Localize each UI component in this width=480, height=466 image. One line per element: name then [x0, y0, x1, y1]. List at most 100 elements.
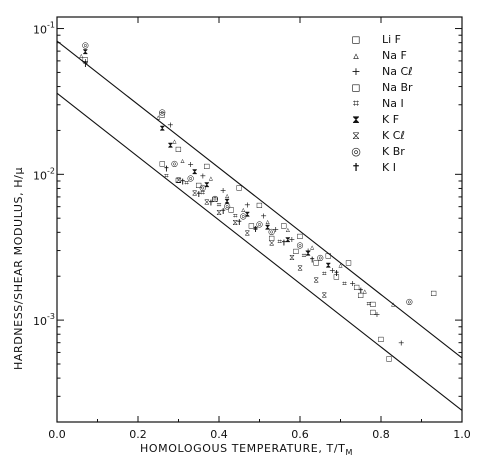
- data-point: ⧗: [285, 235, 291, 244]
- data-point: ◎: [297, 241, 304, 250]
- tick-labels: 0.0 0.2 0.4 0.6 0.8 1.0 10-1 10-2 10-3: [33, 21, 471, 441]
- data-point: ⧗: [245, 209, 251, 218]
- data-point: ▵: [225, 191, 229, 200]
- data-points: ◻◻◻◻◻◻◻◻◻◻◻◻◻◻◻▵▵▵▵▵▵▵▵▵▵▵▵▵++++++++++++…: [79, 40, 437, 363]
- data-point: ◎: [82, 40, 89, 49]
- x-tick-label: 0.4: [210, 428, 228, 441]
- data-point: ⌗: [201, 189, 206, 198]
- data-point: +: [167, 120, 174, 129]
- data-point: ⧖: [289, 253, 295, 262]
- data-point: ⧗: [224, 197, 230, 206]
- x-tick-label: 0.8: [372, 428, 390, 441]
- data-point: ✝: [179, 178, 186, 187]
- band-line-1: [56, 40, 463, 359]
- data-point: ✝: [333, 269, 340, 278]
- data-point: ◻: [204, 161, 211, 170]
- data-point: ⌗: [302, 251, 307, 260]
- data-point: +: [398, 339, 405, 348]
- data-point: ◻: [345, 258, 352, 267]
- data-point: ⧗: [192, 167, 198, 176]
- legend-symbol: ◻: [351, 33, 360, 46]
- legend-label: Na I: [382, 97, 404, 110]
- data-point: ▵: [241, 205, 245, 214]
- data-point: ◻: [280, 221, 287, 230]
- data-point: ✝: [82, 60, 89, 69]
- data-point: +: [374, 310, 381, 319]
- legend-label: Na F: [382, 49, 407, 62]
- data-point: ◎: [224, 202, 231, 211]
- data-point: ⌗: [233, 212, 238, 221]
- data-point: ✝: [357, 286, 364, 295]
- data-point: ▵: [181, 156, 185, 165]
- data-point: ◎: [240, 212, 247, 221]
- legend-label: K I: [382, 161, 396, 174]
- y-tick-label: 10-3: [33, 312, 55, 328]
- data-point: ◻: [256, 201, 263, 210]
- legend-symbol: ◎: [351, 145, 361, 158]
- data-point: ◻: [268, 233, 275, 242]
- data-point: ◻: [248, 221, 255, 230]
- data-point: +: [329, 266, 336, 275]
- data-point: ◻: [228, 205, 235, 214]
- data-point: ⧖: [321, 290, 327, 299]
- data-point: ◻: [159, 110, 166, 119]
- data-point: ⧖: [192, 189, 198, 198]
- data-point: ▵: [172, 137, 176, 146]
- data-point: ▵: [79, 51, 83, 60]
- legend-label: K F: [382, 113, 399, 126]
- data-point: ◻: [325, 251, 332, 260]
- x-tick-label: 0.2: [129, 428, 147, 441]
- data-point: ◻: [430, 288, 437, 297]
- data-point: ◻: [357, 290, 364, 299]
- data-point: +: [305, 247, 312, 256]
- data-point: ⧗: [83, 47, 89, 56]
- data-point: +: [199, 172, 206, 181]
- data-point: ⧖: [313, 275, 319, 284]
- data-point: ▵: [310, 242, 314, 251]
- data-point: ⧖: [245, 228, 251, 237]
- data-point: +: [187, 160, 194, 169]
- data-point: ⌗: [184, 178, 189, 187]
- data-point: ⌗: [367, 299, 372, 308]
- x-tick-label: 0.0: [48, 428, 66, 441]
- data-point: ◻: [297, 232, 304, 241]
- legend-label: K Br: [382, 145, 405, 158]
- data-point: ⧖: [176, 176, 182, 185]
- data-point: ✝: [195, 190, 202, 199]
- data-point: ⧗: [265, 222, 271, 231]
- data-point: ▵: [363, 286, 367, 295]
- y-tick-label: 10-2: [33, 166, 55, 182]
- data-point: ✝: [208, 199, 215, 208]
- data-point: ⧖: [297, 263, 303, 272]
- data-point: ◻: [175, 176, 182, 185]
- band-lines: [56, 40, 463, 411]
- data-point: ✝: [280, 239, 287, 248]
- data-point: ◎: [211, 194, 218, 203]
- data-point: +: [82, 57, 89, 66]
- data-point: ⧗: [305, 249, 311, 258]
- data-point: ⧗: [204, 180, 210, 189]
- data-point: ▵: [266, 217, 270, 226]
- data-point: +: [349, 279, 356, 288]
- x-tick-label: 1.0: [453, 428, 471, 441]
- data-point: ✝: [236, 218, 243, 227]
- data-point: +: [260, 212, 267, 221]
- data-point: ▵: [209, 174, 213, 183]
- data-point: ⧖: [269, 239, 275, 248]
- data-point: ✝: [309, 256, 316, 265]
- legend-label: Na Br: [382, 81, 413, 94]
- legend-symbol: ▵: [353, 49, 359, 62]
- legend-symbol: ◻: [351, 81, 360, 94]
- data-point: +: [289, 235, 296, 244]
- x-axis-label: HOMOLOGOUS TEMPERATURE, T/TM: [140, 442, 353, 457]
- legend-symbol: ⧖: [352, 129, 360, 142]
- data-point: ◻: [159, 159, 166, 168]
- data-point: ◻: [386, 354, 393, 363]
- data-point: +: [220, 186, 227, 195]
- data-point: ✝: [163, 164, 170, 173]
- data-point: ✝: [220, 207, 227, 216]
- data-point: ◻: [370, 307, 377, 316]
- data-point: ◎: [268, 227, 275, 236]
- data-point: ▵: [391, 299, 395, 308]
